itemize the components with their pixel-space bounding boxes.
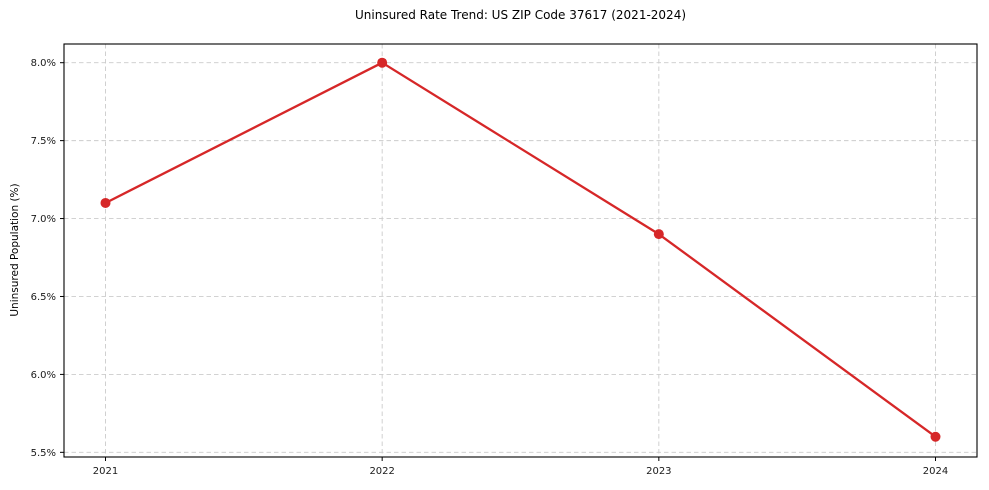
data-point-marker: [930, 431, 941, 442]
y-tick-label: 8.0%: [31, 58, 56, 69]
plot-border: [63, 43, 978, 458]
y-tick-label: 6.0%: [31, 370, 56, 381]
data-point-marker: [100, 197, 111, 208]
data-point-marker: [377, 57, 388, 68]
y-tick-label: 6.5%: [31, 292, 56, 303]
y-tick-label: 7.5%: [31, 136, 56, 147]
x-tick-label: 2021: [93, 466, 118, 477]
y-tick-label: 7.0%: [31, 214, 56, 225]
y-tick-label: 5.5%: [31, 448, 56, 459]
x-tick-label: 2024: [923, 466, 948, 477]
data-point-marker: [653, 229, 664, 240]
trend-line: [104, 61, 937, 438]
chart-title: Uninsured Rate Trend: US ZIP Code 37617 …: [354, 8, 687, 22]
x-tick-label: 2022: [369, 466, 394, 477]
x-tick-label: 2023: [646, 466, 671, 477]
